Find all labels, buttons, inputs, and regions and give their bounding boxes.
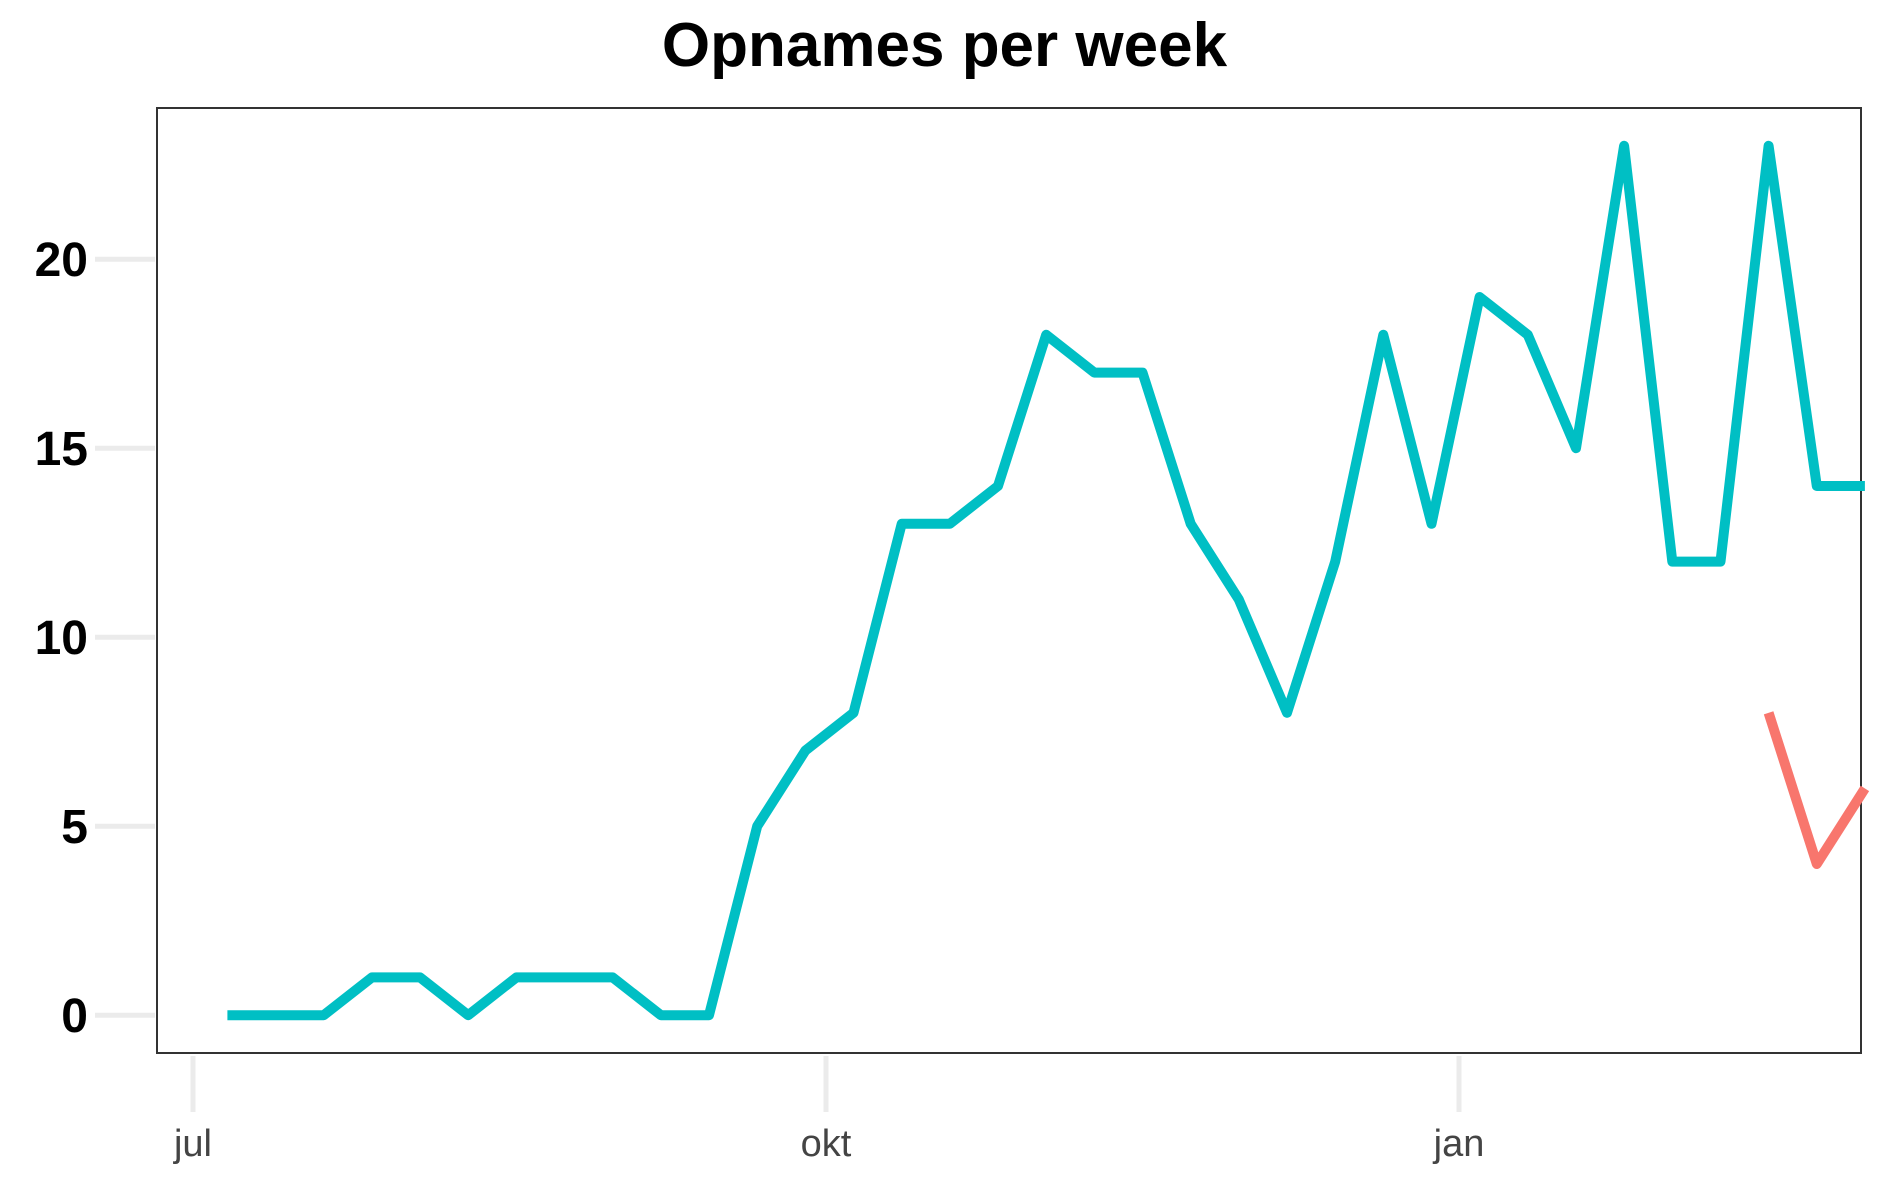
x-axis: jul okt jan <box>173 1056 1484 1165</box>
y-tick-label: 10 <box>35 612 88 665</box>
y-axis: 0 5 10 15 20 <box>35 234 155 1043</box>
series-line-1 <box>227 140 1865 1021</box>
y-tick-label: 5 <box>61 801 88 854</box>
series-line-2 <box>1763 711 1870 869</box>
x-tick-label: okt <box>801 1123 852 1165</box>
y-tick-label: 15 <box>35 423 88 476</box>
series-layer <box>227 140 1870 1021</box>
plot-panel <box>156 107 1862 1054</box>
chart-title: Opnames per week <box>661 11 1228 80</box>
x-tick-label: jul <box>173 1123 212 1165</box>
y-tick-label: 0 <box>61 990 88 1043</box>
x-tick-label: jan <box>1433 1123 1485 1165</box>
y-tick-label: 20 <box>35 234 88 287</box>
